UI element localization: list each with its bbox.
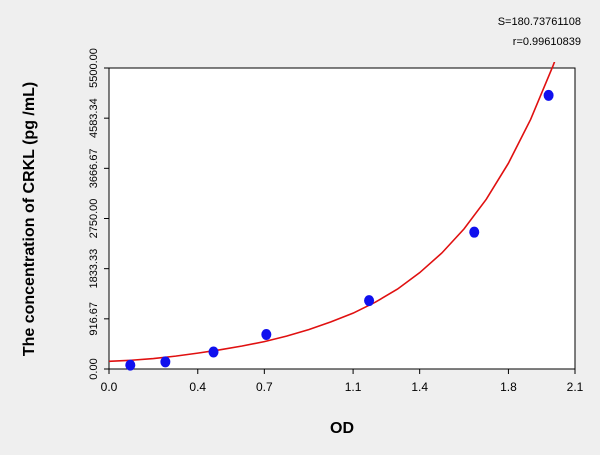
y-tick-label: 4583.34 (88, 98, 100, 138)
y-tick-label: 916.67 (88, 302, 100, 336)
data-point (543, 89, 554, 101)
data-point (208, 346, 219, 358)
y-tick-label: 0.00 (88, 358, 100, 379)
y-tick-label: 3666.67 (88, 148, 100, 188)
x-tick-label: 1.8 (500, 380, 517, 394)
x-axis-label: OD (330, 420, 354, 437)
x-tick-label: 0.4 (189, 380, 206, 394)
y-tick-label: 2750.00 (88, 199, 100, 239)
data-point (160, 356, 171, 368)
x-tick-label: 1.1 (345, 380, 362, 394)
x-tick-label: 2.1 (567, 380, 584, 394)
data-point (125, 359, 136, 371)
y-axis-label: The concentration of CRKL (pg /mL) (21, 82, 38, 356)
y-tick-label: 1833.33 (88, 249, 100, 289)
annotation-r: r=0.99610839 (513, 36, 581, 48)
fit-curve-line (109, 62, 556, 363)
data-point (469, 226, 480, 238)
data-points-layer (125, 89, 554, 371)
y-axis-ticks: 0.00 916.67 1833.33 2750.00 3666.67 4583.34 55… (88, 48, 109, 380)
x-tick-label: 0.7 (256, 380, 273, 394)
x-axis-ticks: 0.0 0.4 0.7 1.1 1.4 1.8 2.1 (101, 369, 584, 394)
plot-area (108, 67, 576, 370)
annotation-slope: S=180.73761108 (498, 16, 581, 28)
data-point (261, 329, 272, 341)
x-tick-label: 0.0 (101, 380, 118, 394)
x-tick-label: 1.4 (411, 380, 428, 394)
data-point (364, 295, 375, 307)
y-tick-label: 5500.00 (88, 48, 100, 88)
fit-curve-layer (109, 62, 556, 363)
